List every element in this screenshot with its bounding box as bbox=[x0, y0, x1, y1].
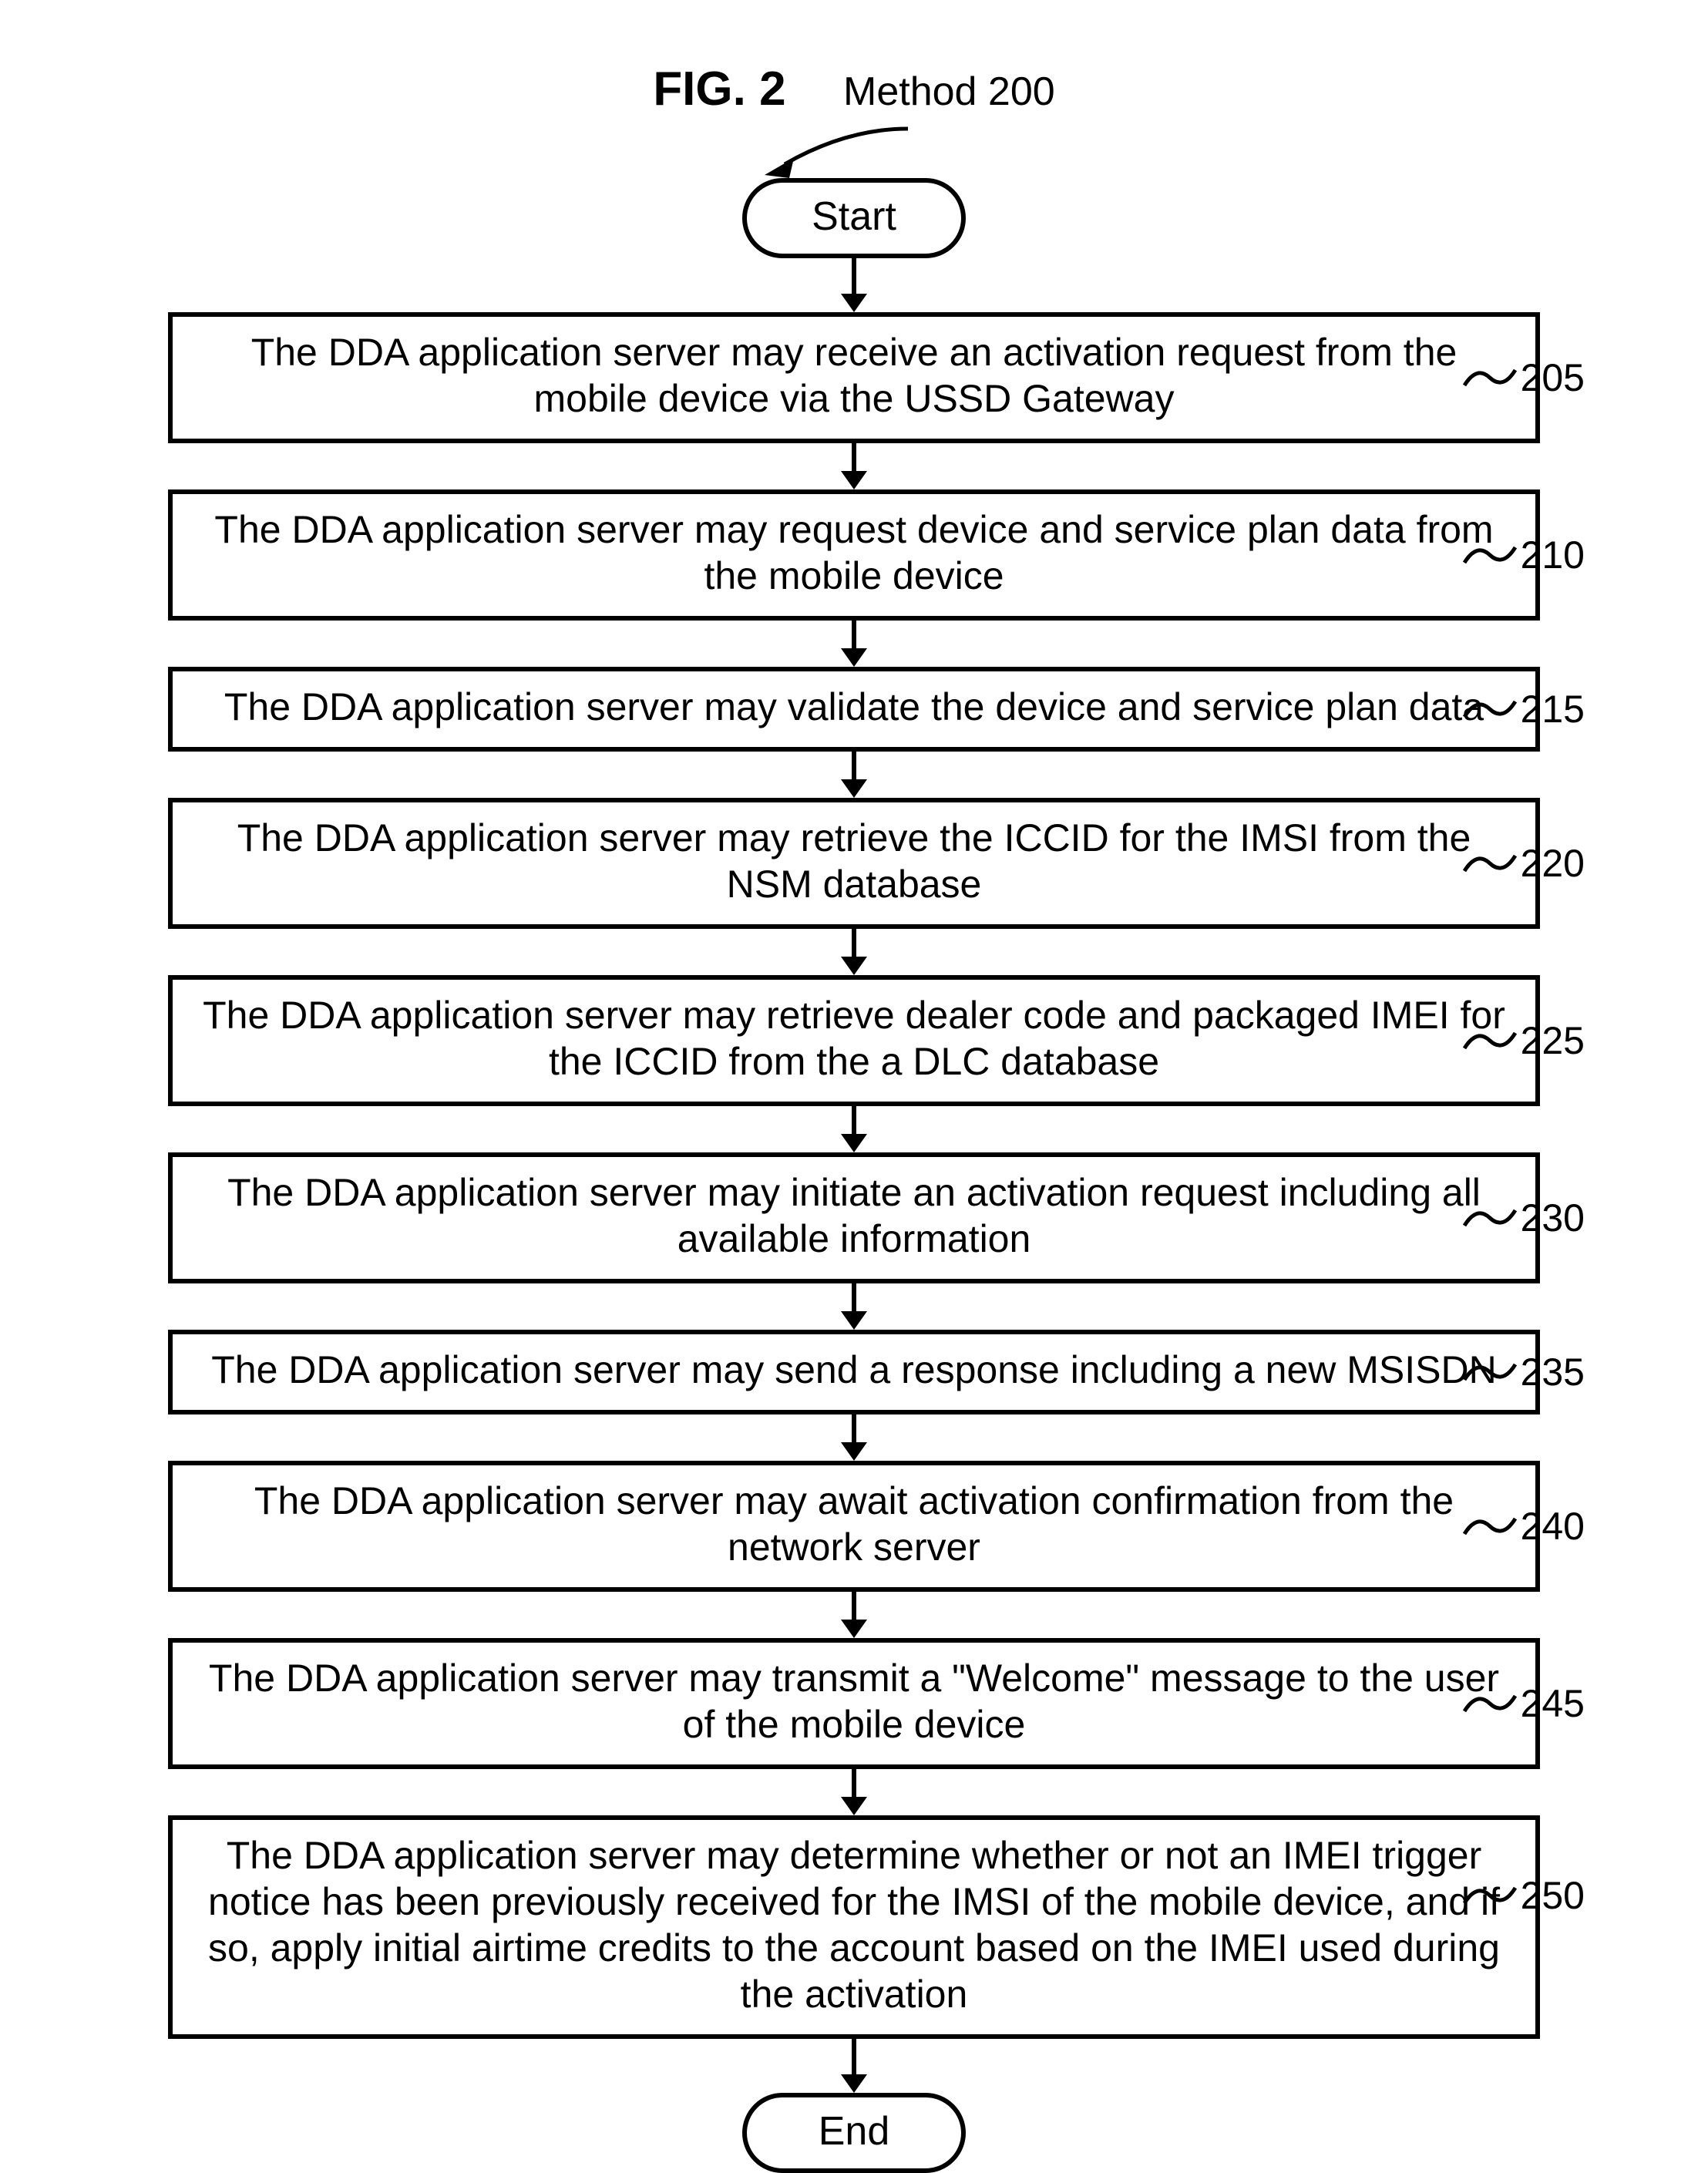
method-label: Method 200 bbox=[843, 69, 1055, 115]
step-text: The DDA application server may send a re… bbox=[211, 1348, 1496, 1391]
step-number: 225 bbox=[1521, 1018, 1585, 1063]
step-text: The DDA application server may request d… bbox=[214, 508, 1493, 597]
step-text: The DDA application server may await act… bbox=[254, 1479, 1454, 1569]
arrow-icon bbox=[839, 443, 869, 489]
flowchart-root: FIG. 2 Method 200 Start The DDA applicat… bbox=[0, 0, 1708, 2169]
end-label: End bbox=[819, 2109, 890, 2154]
end-terminator: End bbox=[742, 2093, 966, 2173]
step-box: The DDA application server may request d… bbox=[168, 489, 1540, 621]
arrow-icon bbox=[839, 1769, 869, 1815]
step-row: The DDA application server may send a re… bbox=[92, 1330, 1616, 1414]
arrow-icon bbox=[839, 1592, 869, 1638]
step-box: The DDA application server may retrieve … bbox=[168, 798, 1540, 929]
step-text: The DDA application server may initiate … bbox=[227, 1171, 1481, 1260]
method-pointer bbox=[92, 124, 1616, 178]
leader-icon bbox=[1463, 362, 1517, 393]
step-row: The DDA application server may await act… bbox=[92, 1461, 1616, 1592]
leader-icon bbox=[1463, 1511, 1517, 1542]
step-row: The DDA application server may retrieve … bbox=[92, 975, 1616, 1106]
leader-icon bbox=[1463, 1688, 1517, 1719]
figure-header: FIG. 2 Method 200 bbox=[92, 62, 1616, 116]
step-box: The DDA application server may receive a… bbox=[168, 312, 1540, 443]
arrow-icon bbox=[839, 752, 869, 798]
step-box: The DDA application server may validate … bbox=[168, 667, 1540, 752]
step-box: The DDA application server may initiate … bbox=[168, 1152, 1540, 1283]
step-text: The DDA application server may determine… bbox=[208, 1834, 1500, 2016]
step-box: The DDA application server may transmit … bbox=[168, 1638, 1540, 1769]
leader-icon bbox=[1463, 1025, 1517, 1056]
step-number: 245 bbox=[1521, 1681, 1585, 1726]
start-terminator: Start bbox=[742, 178, 966, 258]
step-number: 215 bbox=[1521, 687, 1585, 732]
arrow-icon bbox=[839, 2039, 869, 2093]
step-number: 240 bbox=[1521, 1504, 1585, 1549]
leader-icon bbox=[1463, 1357, 1517, 1388]
step-text: The DDA application server may receive a… bbox=[251, 331, 1458, 420]
step-number: 205 bbox=[1521, 355, 1585, 400]
step-row: The DDA application server may receive a… bbox=[92, 312, 1616, 443]
arrow-icon bbox=[839, 1283, 869, 1330]
figure-label: FIG. 2 bbox=[653, 62, 785, 116]
step-text: The DDA application server may retrieve … bbox=[203, 994, 1505, 1083]
arrow-icon bbox=[839, 258, 869, 312]
leader-icon bbox=[1463, 540, 1517, 570]
step-row: The DDA application server may validate … bbox=[92, 667, 1616, 752]
step-row: The DDA application server may initiate … bbox=[92, 1152, 1616, 1283]
step-number: 220 bbox=[1521, 841, 1585, 886]
step-row: The DDA application server may retrieve … bbox=[92, 798, 1616, 929]
step-text: The DDA application server may retrieve … bbox=[237, 816, 1471, 906]
arrow-icon bbox=[839, 1106, 869, 1152]
start-label: Start bbox=[812, 194, 896, 239]
arrow-icon bbox=[839, 621, 869, 667]
step-number: 250 bbox=[1521, 1873, 1585, 1918]
leader-icon bbox=[1463, 848, 1517, 879]
leader-icon bbox=[1463, 694, 1517, 725]
step-number: 210 bbox=[1521, 533, 1585, 577]
step-box: The DDA application server may retrieve … bbox=[168, 975, 1540, 1106]
step-row: The DDA application server may determine… bbox=[92, 1815, 1616, 2039]
leader-icon bbox=[1463, 1880, 1517, 1911]
arrow-icon bbox=[839, 1414, 869, 1461]
step-number: 230 bbox=[1521, 1196, 1585, 1240]
step-box: The DDA application server may determine… bbox=[168, 1815, 1540, 2039]
step-number: 235 bbox=[1521, 1350, 1585, 1394]
step-row: The DDA application server may transmit … bbox=[92, 1638, 1616, 1769]
step-box: The DDA application server may await act… bbox=[168, 1461, 1540, 1592]
step-text: The DDA application server may validate … bbox=[224, 685, 1484, 728]
step-box: The DDA application server may send a re… bbox=[168, 1330, 1540, 1414]
step-text: The DDA application server may transmit … bbox=[209, 1657, 1499, 1746]
arrow-icon bbox=[839, 929, 869, 975]
step-row: The DDA application server may request d… bbox=[92, 489, 1616, 621]
pointer-icon bbox=[754, 124, 954, 178]
leader-icon bbox=[1463, 1203, 1517, 1233]
